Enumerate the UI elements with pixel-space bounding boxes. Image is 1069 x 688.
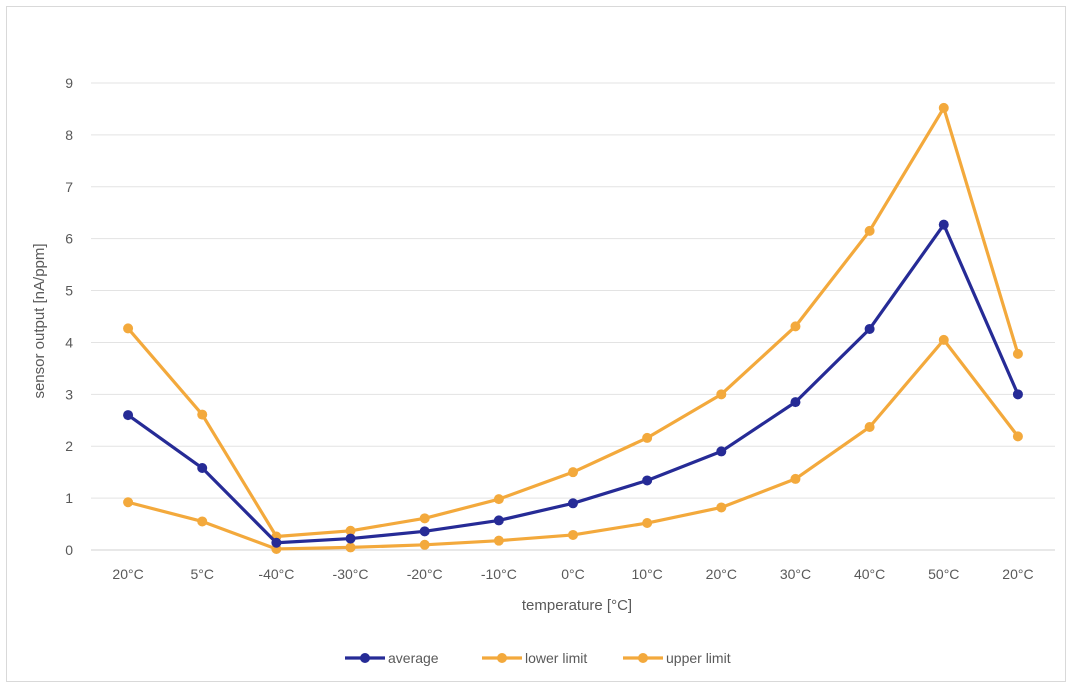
data-point	[197, 463, 208, 474]
data-point	[419, 526, 430, 537]
x-tick-label: 50°C	[928, 566, 959, 582]
x-tick-label: -20°C	[407, 566, 443, 582]
data-point	[568, 498, 578, 509]
x-tick-label: 30°C	[780, 566, 811, 582]
gridlines	[91, 82, 1055, 551]
series-upper-limit	[123, 334, 1023, 554]
x-tick-label: 20°C	[1002, 566, 1033, 582]
x-tick-label: 20°C	[112, 566, 143, 582]
legend-swatch-marker	[360, 653, 370, 663]
y-tick-label: 6	[65, 231, 73, 247]
data-point	[864, 422, 875, 433]
data-point	[790, 397, 801, 408]
data-point	[568, 467, 578, 478]
data-point	[642, 475, 653, 486]
y-tick-label: 8	[65, 127, 73, 143]
y-tick-label: 4	[65, 334, 73, 350]
legend-swatch-marker	[638, 653, 648, 663]
data-point	[271, 537, 282, 548]
data-point	[1012, 389, 1023, 400]
data-point	[938, 334, 949, 345]
legend-label: lower limit	[525, 650, 587, 666]
data-point	[123, 497, 134, 508]
data-point	[493, 515, 504, 526]
x-tick-label: -40°C	[258, 566, 294, 582]
legend-label: upper limit	[666, 650, 731, 666]
data-point	[493, 535, 504, 546]
legend-item: average	[345, 650, 439, 666]
data-point	[642, 432, 653, 443]
legend-swatch-marker	[497, 653, 507, 663]
data-point	[1012, 431, 1023, 442]
x-tick-label: 5°C	[190, 566, 214, 582]
y-tick-label: 7	[65, 179, 73, 195]
data-point	[716, 446, 727, 457]
y-tick-label: 9	[65, 75, 73, 91]
chart-frame: 0 1 2 3 4 5 6 7 8 9 20°C 5°C -40°C -30°C -20°C -10°C 0°…	[6, 6, 1066, 682]
y-axis-ticks: 0 1 2 3 4 5 6 7 8 9	[65, 75, 73, 558]
data-point	[419, 539, 430, 550]
data-point	[197, 409, 208, 420]
x-tick-label: -10°C	[481, 566, 517, 582]
y-tick-label: 3	[65, 386, 73, 402]
x-tick-label: -30°C	[333, 566, 369, 582]
series-lower-limit	[123, 102, 1023, 542]
line-chart: 0 1 2 3 4 5 6 7 8 9 20°C 5°C -40°C -30°C -20°C -10°C 0°…	[31, 75, 1055, 666]
data-point	[123, 323, 134, 334]
x-axis-ticks: 20°C 5°C -40°C -30°C -20°C -10°C 0°C 10°C 20°C 30…	[112, 566, 1033, 582]
data-point	[864, 323, 875, 334]
series-line	[127, 223, 1020, 545]
data-point	[790, 321, 801, 332]
y-tick-label: 1	[65, 490, 73, 506]
data-point	[568, 529, 578, 540]
data-point	[1012, 348, 1023, 359]
data-point	[345, 542, 356, 553]
data-point	[716, 389, 727, 400]
legend-item: lower limit	[482, 650, 587, 666]
data-point	[123, 410, 134, 421]
data-point	[716, 502, 727, 513]
legend-label: average	[388, 650, 439, 666]
data-point	[419, 513, 430, 524]
series-lines	[123, 102, 1023, 554]
legend-item: upper limit	[623, 650, 731, 666]
data-point	[642, 518, 653, 529]
y-tick-label: 5	[65, 283, 73, 299]
data-point	[864, 225, 875, 236]
x-axis-title: temperature [°C]	[522, 597, 632, 614]
x-tick-label: 40°C	[854, 566, 885, 582]
data-point	[345, 525, 356, 536]
data-point	[790, 473, 801, 484]
series-line	[127, 338, 1020, 551]
data-point	[197, 516, 208, 527]
y-tick-label: 2	[65, 438, 73, 454]
y-tick-label: 0	[65, 542, 73, 558]
x-tick-label: 10°C	[632, 566, 663, 582]
x-tick-label: 20°C	[706, 566, 737, 582]
data-point	[938, 219, 949, 230]
data-point	[938, 102, 949, 113]
series-average	[123, 219, 1023, 548]
data-point	[345, 533, 356, 544]
legend: average lower limit upper limit	[345, 650, 731, 666]
y-axis-title: sensor output [nA/ppm]	[31, 243, 48, 398]
x-tick-label: 0°C	[561, 566, 585, 582]
data-point	[493, 494, 504, 505]
